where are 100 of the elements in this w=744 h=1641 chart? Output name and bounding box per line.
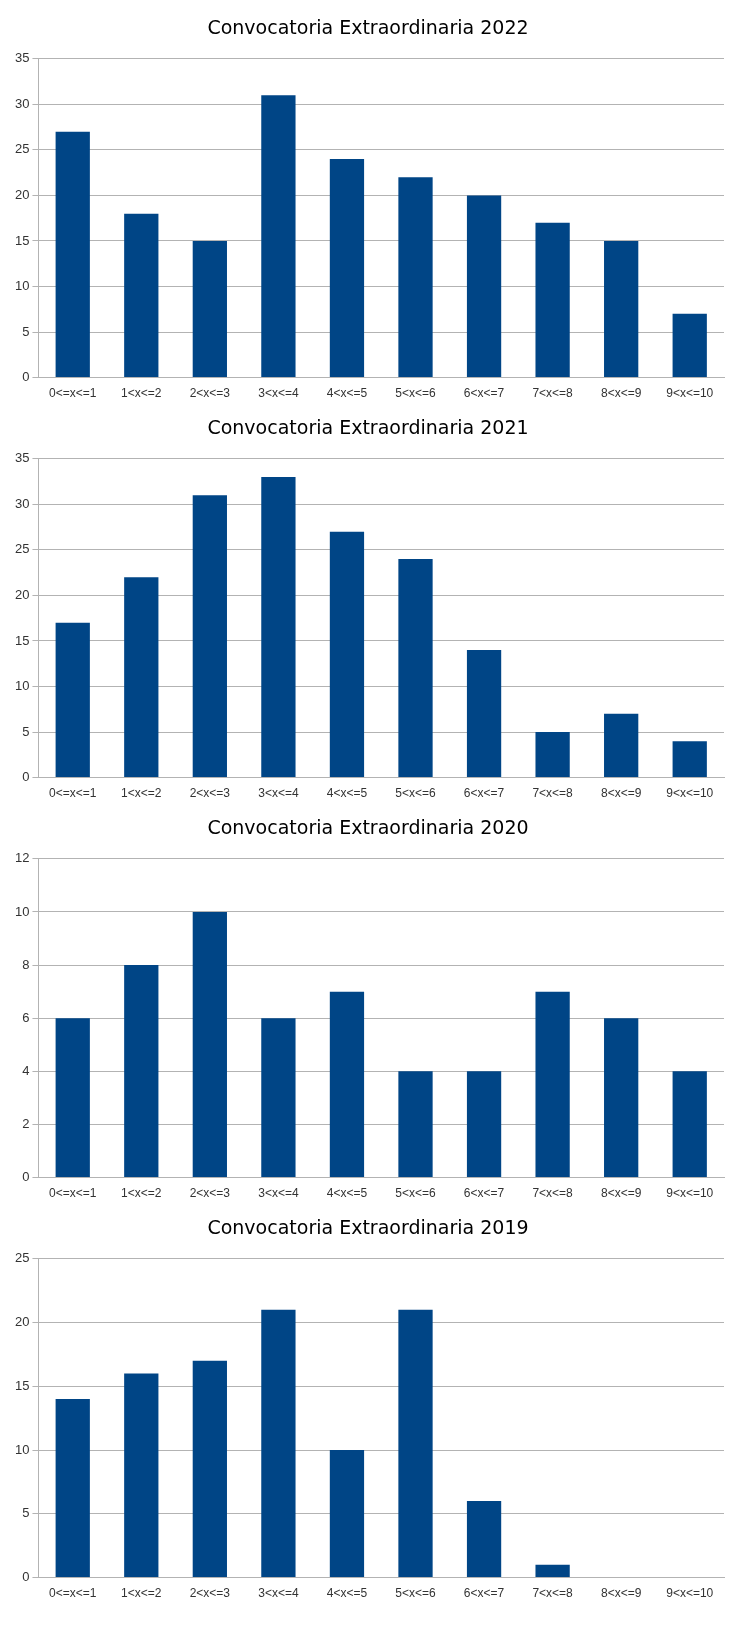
y-tick-label: 15	[14, 632, 30, 648]
x-tick-label: 0<=x<=1	[49, 786, 97, 801]
bar	[55, 622, 90, 778]
y-tick-label: 35	[14, 50, 30, 66]
x-tick-label: 4<x<=5	[326, 786, 368, 801]
x-tick-label: 8<x<=9	[600, 1186, 642, 1201]
y-tick-label: 12	[14, 850, 30, 866]
bar	[192, 495, 227, 778]
bar	[261, 477, 296, 778]
x-tick-label: 7<x<=8	[532, 786, 574, 801]
bar	[466, 1071, 502, 1178]
y-tick-label: 35	[14, 450, 30, 466]
bar	[192, 911, 227, 1178]
bar	[192, 240, 227, 378]
x-tick-label: 3<x<=4	[258, 1586, 299, 1601]
bar	[604, 1018, 639, 1178]
y-tick-label: 8	[22, 956, 30, 972]
x-tick-label: 1<x<=2	[121, 1186, 162, 1201]
y-tick-label: 10	[14, 903, 30, 919]
x-tick-label: 1<x<=2	[121, 786, 162, 801]
bar	[55, 1399, 90, 1578]
x-tick-label: 5<x<=6	[395, 386, 437, 401]
x-tick-label: 7<x<=8	[532, 1586, 574, 1601]
y-tick-label: 15	[14, 1377, 30, 1393]
bar	[124, 965, 159, 1178]
x-tick-label: 8<x<=9	[600, 1586, 642, 1601]
x-tick-label: 2<x<=3	[189, 1586, 231, 1601]
bar	[261, 1018, 296, 1178]
bar	[261, 1309, 296, 1578]
bar	[261, 95, 296, 378]
bar	[329, 531, 365, 778]
x-tick-label: 6<x<=7	[463, 1186, 505, 1201]
y-tick-label: 20	[14, 187, 30, 203]
bar	[466, 1501, 502, 1578]
bar	[124, 213, 159, 378]
bar	[124, 1373, 159, 1578]
bar	[466, 650, 502, 778]
x-tick-label: 4<x<=5	[326, 1186, 368, 1201]
bar	[535, 991, 570, 1178]
x-tick-label: 6<x<=7	[463, 786, 505, 801]
x-tick-label: 6<x<=7	[463, 386, 505, 401]
y-tick-label: 25	[14, 141, 30, 157]
y-tick-label: 15	[14, 232, 30, 248]
y-tick-label: 10	[14, 1441, 30, 1457]
y-tick-label: 20	[14, 1314, 30, 1330]
bar	[535, 1564, 570, 1578]
y-tick-label: 5	[22, 723, 30, 739]
bar	[672, 1071, 707, 1178]
y-tick-label: 20	[14, 587, 30, 603]
bar	[398, 177, 433, 378]
x-tick-label: 3<x<=4	[258, 386, 299, 401]
bar	[672, 313, 707, 378]
bar	[124, 577, 159, 778]
y-tick-label: 4	[22, 1062, 30, 1078]
y-tick-label: 0	[22, 769, 30, 785]
x-tick-label: 8<x<=9	[600, 786, 642, 801]
bar	[192, 1360, 227, 1578]
chart-title: Convocatoria Extraordinaria 2021	[207, 416, 529, 439]
x-tick-label: 9<x<=10	[666, 1186, 714, 1201]
bar	[604, 713, 639, 778]
x-tick-label: 9<x<=10	[666, 786, 714, 801]
bar	[535, 732, 570, 778]
bar	[329, 1450, 365, 1578]
chart-title: Convocatoria Extraordinaria 2020	[207, 816, 529, 839]
x-tick-label: 5<x<=6	[395, 786, 437, 801]
x-tick-label: 9<x<=10	[666, 1586, 714, 1601]
y-tick-label: 2	[22, 1116, 30, 1132]
x-tick-label: 6<x<=7	[463, 1586, 505, 1601]
y-tick-label: 30	[14, 95, 30, 111]
x-tick-label: 5<x<=6	[395, 1586, 437, 1601]
bar	[329, 158, 365, 378]
bar	[672, 741, 707, 778]
y-tick-label: 0	[22, 1169, 30, 1185]
x-tick-label: 2<x<=3	[189, 786, 231, 801]
x-tick-label: 1<x<=2	[121, 1586, 162, 1601]
x-tick-label: 4<x<=5	[326, 386, 368, 401]
bar	[329, 991, 365, 1178]
bar	[398, 1309, 433, 1578]
y-tick-label: 25	[14, 541, 30, 557]
y-tick-label: 10	[14, 278, 30, 294]
y-tick-label: 10	[14, 678, 30, 694]
x-tick-label: 1<x<=2	[121, 386, 162, 401]
x-tick-label: 2<x<=3	[189, 1186, 231, 1201]
x-tick-label: 7<x<=8	[532, 1186, 574, 1201]
bar	[535, 222, 570, 378]
x-tick-label: 5<x<=6	[395, 1186, 437, 1201]
x-tick-label: 3<x<=4	[258, 1186, 299, 1201]
x-tick-label: 4<x<=5	[326, 1586, 368, 1601]
y-tick-label: 5	[22, 323, 30, 339]
y-tick-label: 0	[22, 1569, 30, 1585]
bar	[55, 1018, 90, 1178]
bar	[398, 558, 433, 778]
y-tick-label: 0	[22, 369, 30, 385]
x-tick-label: 0<=x<=1	[49, 1586, 97, 1601]
x-tick-label: 8<x<=9	[600, 386, 642, 401]
y-tick-label: 5	[22, 1505, 30, 1521]
x-tick-label: 3<x<=4	[258, 786, 299, 801]
bar	[55, 131, 90, 378]
bar	[604, 240, 639, 378]
x-tick-label: 0<=x<=1	[49, 1186, 97, 1201]
